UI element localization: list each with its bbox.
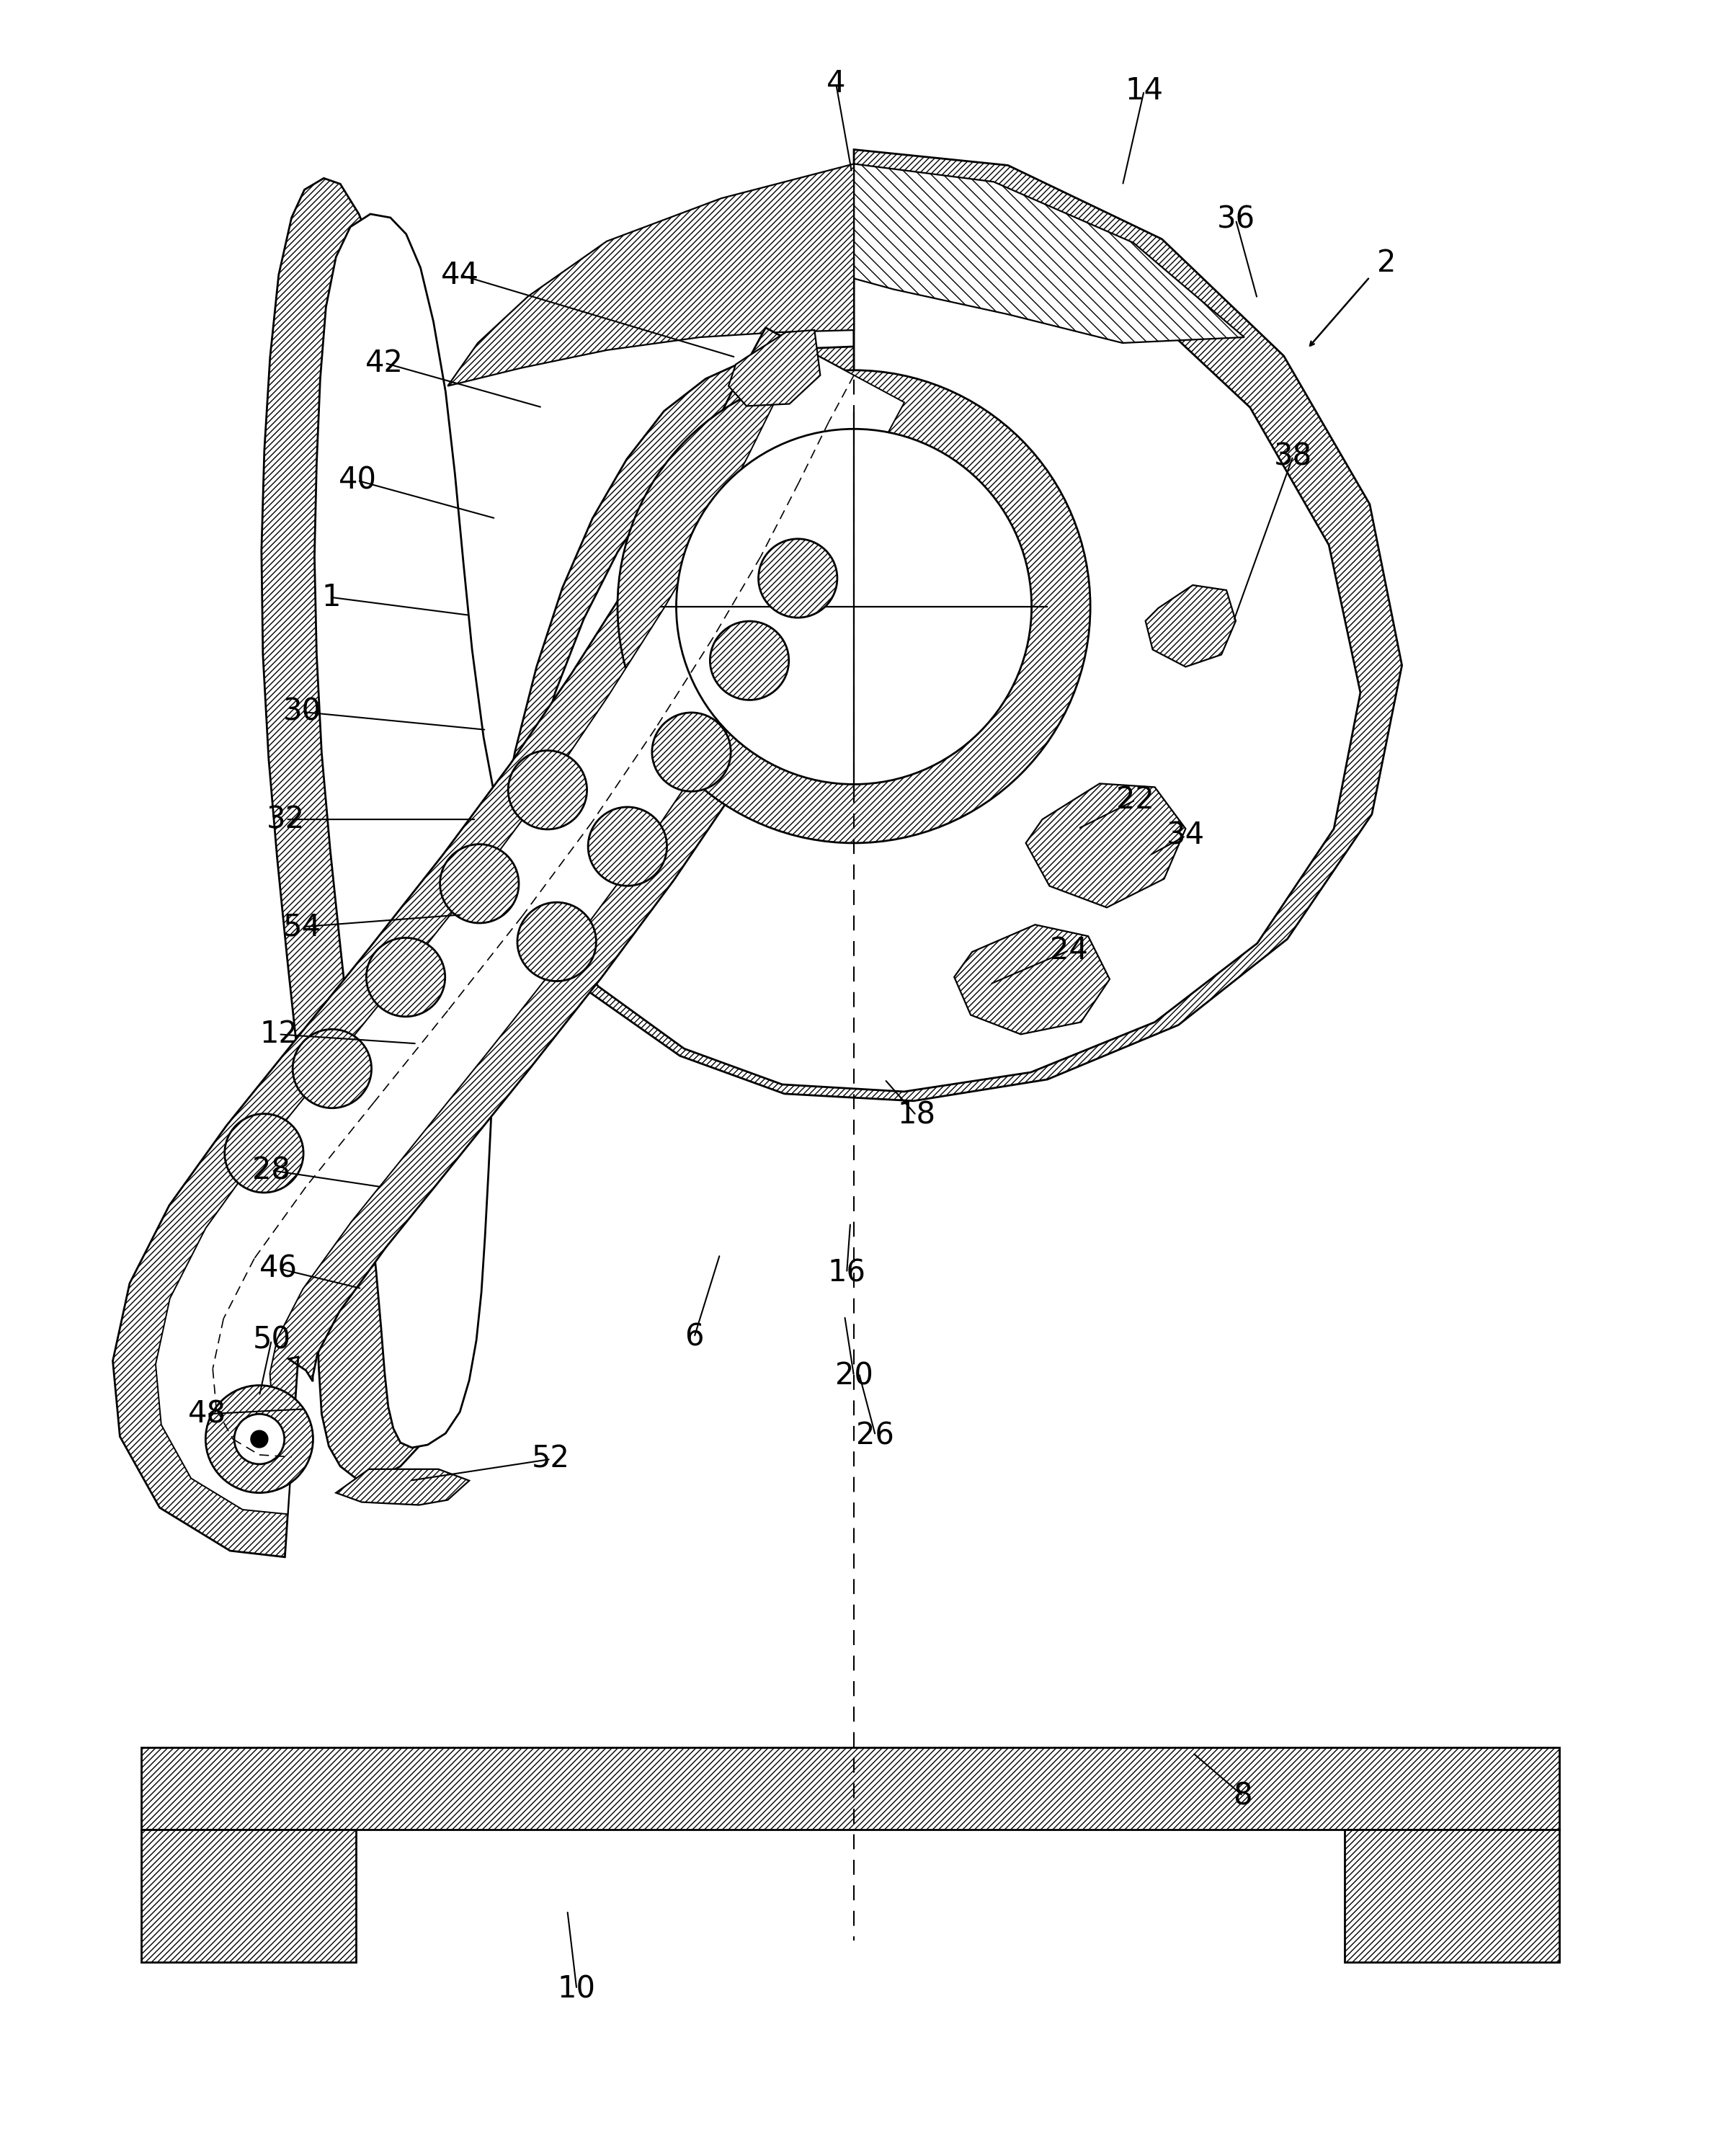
Text: 12: 12 bbox=[260, 1020, 298, 1050]
Text: 36: 36 bbox=[1216, 205, 1256, 235]
Text: 28: 28 bbox=[253, 1156, 291, 1186]
Polygon shape bbox=[141, 1830, 356, 1962]
Text: 54: 54 bbox=[284, 912, 322, 942]
Polygon shape bbox=[261, 149, 1402, 1479]
Circle shape bbox=[783, 567, 810, 595]
Text: 34: 34 bbox=[1166, 821, 1204, 852]
Circle shape bbox=[759, 539, 838, 617]
Text: 44: 44 bbox=[440, 259, 478, 291]
Circle shape bbox=[251, 1429, 268, 1447]
Text: 20: 20 bbox=[834, 1360, 874, 1391]
Polygon shape bbox=[853, 164, 1244, 343]
Text: 2: 2 bbox=[1376, 248, 1395, 278]
Circle shape bbox=[518, 903, 597, 981]
Polygon shape bbox=[141, 1746, 1560, 1830]
Circle shape bbox=[588, 806, 667, 886]
Text: 52: 52 bbox=[531, 1445, 569, 1475]
Text: 48: 48 bbox=[187, 1399, 225, 1429]
Polygon shape bbox=[1025, 783, 1185, 908]
Circle shape bbox=[366, 938, 445, 1018]
Text: 16: 16 bbox=[827, 1257, 865, 1287]
Circle shape bbox=[440, 845, 519, 923]
Text: 1: 1 bbox=[322, 582, 341, 612]
Polygon shape bbox=[315, 213, 1361, 1447]
Circle shape bbox=[206, 1386, 313, 1492]
Circle shape bbox=[234, 1414, 284, 1464]
Text: 38: 38 bbox=[1275, 442, 1312, 472]
Text: 10: 10 bbox=[557, 1975, 595, 2005]
Polygon shape bbox=[729, 330, 820, 405]
Text: 8: 8 bbox=[1233, 1781, 1252, 1811]
Text: 42: 42 bbox=[366, 347, 404, 377]
Polygon shape bbox=[447, 164, 853, 386]
Text: 40: 40 bbox=[339, 466, 377, 496]
Circle shape bbox=[652, 714, 731, 791]
Circle shape bbox=[676, 429, 1032, 785]
Polygon shape bbox=[335, 1468, 470, 1505]
Polygon shape bbox=[955, 925, 1109, 1035]
Circle shape bbox=[292, 1028, 372, 1108]
Text: 32: 32 bbox=[267, 804, 304, 834]
Polygon shape bbox=[114, 328, 943, 1557]
Text: 24: 24 bbox=[1049, 936, 1087, 966]
Polygon shape bbox=[1146, 584, 1235, 666]
Polygon shape bbox=[1345, 1830, 1560, 1962]
Text: 4: 4 bbox=[826, 69, 846, 99]
Circle shape bbox=[617, 371, 1090, 843]
Circle shape bbox=[507, 750, 587, 830]
Text: 26: 26 bbox=[857, 1421, 894, 1451]
Text: 30: 30 bbox=[284, 696, 322, 727]
Text: 14: 14 bbox=[1125, 75, 1163, 106]
Polygon shape bbox=[155, 347, 905, 1514]
Circle shape bbox=[710, 621, 789, 701]
Text: 50: 50 bbox=[253, 1326, 291, 1356]
Text: 18: 18 bbox=[898, 1100, 936, 1130]
Text: 22: 22 bbox=[1116, 785, 1154, 815]
Text: 6: 6 bbox=[685, 1322, 703, 1352]
Text: 46: 46 bbox=[260, 1253, 298, 1283]
Circle shape bbox=[225, 1115, 303, 1192]
